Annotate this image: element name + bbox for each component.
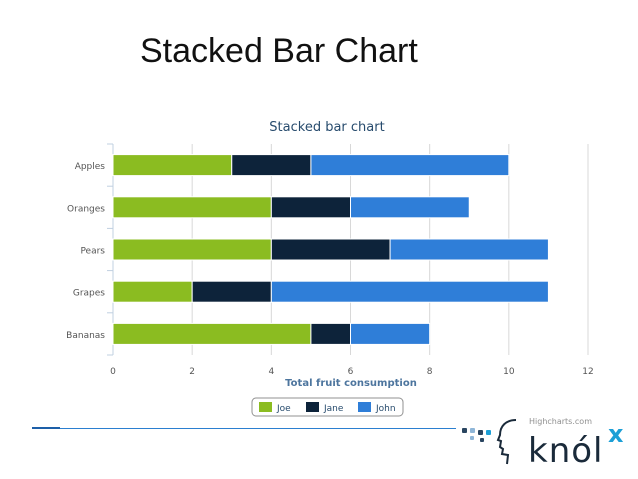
- category-label: Grapes: [73, 289, 105, 299]
- bar-pears-jane[interactable]: [270, 238, 391, 261]
- x-tick-label: 10: [503, 367, 515, 377]
- legend-swatch-jane[interactable]: [306, 402, 319, 412]
- x-tick-label: 4: [268, 367, 274, 377]
- chart-bars: [112, 154, 549, 345]
- bar-grapes-joe[interactable]: [112, 280, 193, 303]
- bar-apples-joe[interactable]: [112, 154, 233, 177]
- category-labels: Apples Oranges Pears Grapes Bananas: [66, 162, 105, 341]
- bar-bananas-john[interactable]: [350, 322, 431, 345]
- logo-x: x: [608, 420, 624, 448]
- knolx-face-logo-icon: [462, 419, 517, 465]
- footer-line-accent: [32, 427, 60, 429]
- x-tick-label: 2: [189, 367, 195, 377]
- chart-credit-link[interactable]: Highcharts.com: [529, 417, 592, 426]
- x-tick-label: 12: [582, 367, 593, 377]
- legend-label-jane[interactable]: Jane: [323, 404, 344, 414]
- tick-labels: 0 2 4 6 8 10 12: [110, 367, 594, 377]
- x-tick-label: 8: [427, 367, 433, 377]
- bar-pears-john[interactable]: [389, 238, 549, 261]
- bar-grapes-jane[interactable]: [191, 280, 272, 303]
- bar-pears-joe[interactable]: [112, 238, 272, 261]
- x-axis-label: Total fruit consumption: [285, 378, 417, 389]
- bar-oranges-joe[interactable]: [112, 196, 272, 219]
- bar-bananas-joe[interactable]: [112, 322, 312, 345]
- x-tick-label: 0: [110, 367, 116, 377]
- footer-line: [60, 428, 456, 429]
- chart-legend: Joe Jane John: [251, 397, 404, 417]
- slide-title: Stacked Bar Chart: [140, 32, 418, 70]
- category-label: Apples: [75, 162, 106, 172]
- legend-label-joe[interactable]: Joe: [276, 404, 291, 414]
- legend-swatch-john[interactable]: [358, 402, 371, 412]
- legend-label-john[interactable]: John: [375, 404, 396, 414]
- bar-oranges-john[interactable]: [350, 196, 470, 219]
- category-label: Bananas: [66, 331, 105, 341]
- legend-swatch-joe[interactable]: [259, 402, 272, 412]
- bar-bananas-jane[interactable]: [310, 322, 351, 345]
- bar-apples-jane[interactable]: [231, 154, 312, 177]
- bar-oranges-jane[interactable]: [270, 196, 352, 219]
- category-label: Pears: [80, 247, 105, 257]
- logo-text: knól: [528, 431, 604, 471]
- bar-grapes-john[interactable]: [270, 280, 549, 303]
- bar-apples-john[interactable]: [310, 154, 510, 177]
- x-tick-label: 6: [348, 367, 354, 377]
- category-label: Oranges: [67, 204, 105, 214]
- chart-title: Stacked bar chart: [269, 120, 384, 135]
